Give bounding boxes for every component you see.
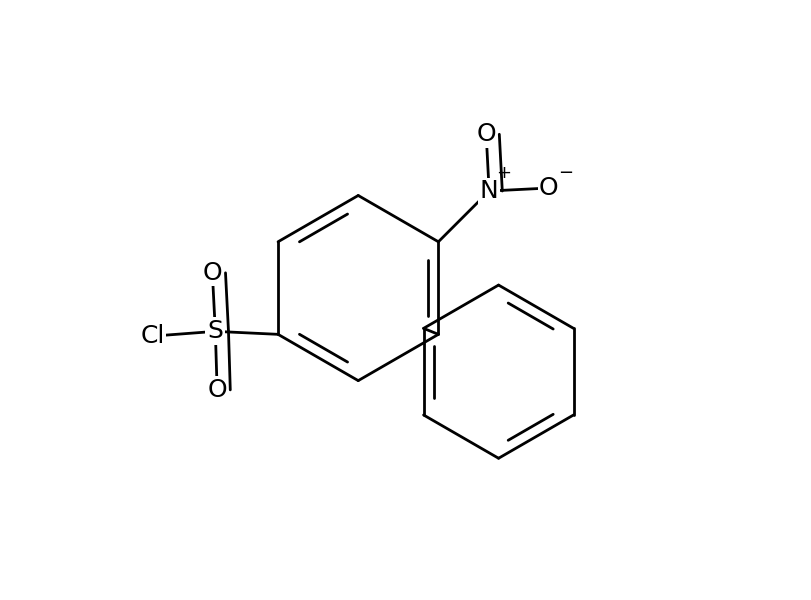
Text: +: + bbox=[496, 164, 511, 182]
Text: −: − bbox=[557, 164, 573, 182]
Text: N: N bbox=[479, 179, 498, 203]
Text: O: O bbox=[539, 176, 558, 200]
Text: O: O bbox=[202, 261, 222, 285]
Text: O: O bbox=[476, 122, 496, 146]
Text: Cl: Cl bbox=[140, 324, 165, 348]
Text: O: O bbox=[207, 378, 226, 402]
Text: S: S bbox=[207, 319, 223, 343]
